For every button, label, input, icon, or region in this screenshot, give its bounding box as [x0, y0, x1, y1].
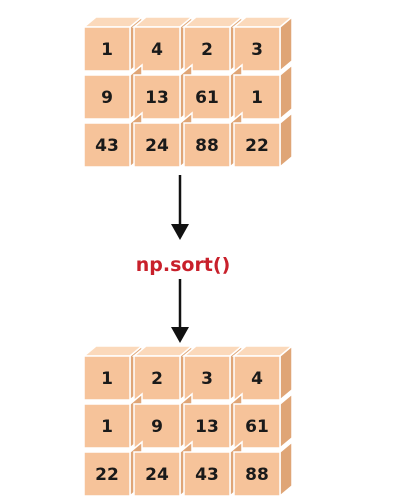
- arrow-to-output: [171, 279, 189, 343]
- cell-value: 1: [251, 88, 263, 108]
- cube-front-face: [233, 26, 281, 72]
- cell-value: 43: [95, 136, 119, 156]
- cube-front-face: [233, 74, 281, 120]
- array-cell: 61: [183, 63, 243, 121]
- cell-value: 43: [195, 465, 219, 485]
- array-cell: 61: [233, 392, 293, 450]
- array-cell: 88: [233, 440, 293, 498]
- arrow-head-top: [171, 224, 189, 240]
- cube-front-face: [233, 122, 281, 168]
- arrow-to-operation: [171, 175, 189, 240]
- cell-value: 24: [145, 136, 169, 156]
- cube-front-face: [183, 74, 231, 120]
- cube-front-face: [133, 26, 181, 72]
- cube-front-face: [133, 122, 181, 168]
- output-array-grid: 1 2 3 4 1 9 13 61 22 24 43 88: [81, 344, 295, 498]
- operation-label: np.sort(): [136, 254, 231, 276]
- cube-side-face: [279, 392, 293, 450]
- cube-front-face: [233, 403, 281, 449]
- cell-value: 2: [151, 369, 163, 389]
- cell-value: 61: [195, 88, 219, 108]
- cube-side-face: [279, 440, 293, 498]
- cube-side-face: [279, 111, 293, 169]
- cell-value: 88: [195, 136, 219, 156]
- cell-value: 13: [195, 417, 219, 437]
- array-cell: 1: [81, 344, 145, 402]
- cube-front-face: [83, 403, 131, 449]
- cube-front-face: [183, 26, 231, 72]
- cell-value: 3: [201, 369, 213, 389]
- cube-front-face: [183, 403, 231, 449]
- cell-value: 4: [251, 369, 263, 389]
- cell-value: 9: [151, 417, 163, 437]
- cube-front-face: [133, 74, 181, 120]
- array-cell: 4: [231, 344, 295, 402]
- cube-front-face: [83, 355, 131, 401]
- cube-front-face: [83, 122, 131, 168]
- cell-value: 2: [201, 40, 213, 60]
- cube-front-face: [233, 451, 281, 497]
- cube-front-face: [83, 26, 131, 72]
- cube-front-face: [133, 451, 181, 497]
- cell-value: 22: [245, 136, 269, 156]
- cube-front-face: [183, 355, 231, 401]
- cell-value: 1: [101, 369, 113, 389]
- cube-front-face: [183, 451, 231, 497]
- cell-value: 22: [95, 465, 119, 485]
- array-cell: 3: [231, 15, 295, 73]
- array-cell: 22: [233, 111, 293, 169]
- cube-front-face: [83, 451, 131, 497]
- cube-front-face: [133, 355, 181, 401]
- cell-value: 4: [151, 40, 163, 60]
- cell-value: 88: [245, 465, 269, 485]
- cube-side-face: [279, 63, 293, 121]
- cell-value: 3: [251, 40, 263, 60]
- cube-front-face: [183, 122, 231, 168]
- array-cell: 1: [233, 63, 293, 121]
- array-cell: 1: [81, 15, 145, 73]
- cell-value: 13: [145, 88, 169, 108]
- cell-value: 9: [101, 88, 113, 108]
- cube-front-face: [233, 355, 281, 401]
- cell-value: 1: [101, 417, 113, 437]
- cube-front-face: [83, 74, 131, 120]
- cell-value: 61: [245, 417, 269, 437]
- arrow-head-bottom: [171, 327, 189, 343]
- input-array-grid: 1 4 2 3 9 13 61 1 43 24 88 22: [81, 15, 295, 169]
- cell-value: 1: [101, 40, 113, 60]
- cube-front-face: [133, 403, 181, 449]
- cell-value: 24: [145, 465, 169, 485]
